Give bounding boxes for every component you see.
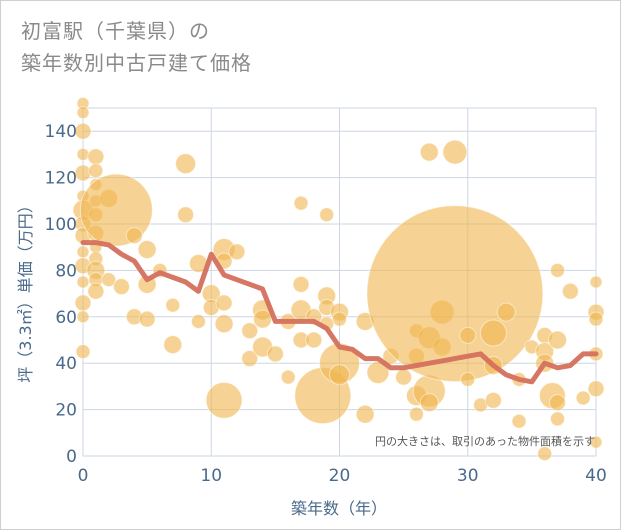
bubble — [588, 311, 604, 327]
bubble — [87, 148, 105, 166]
bubble — [74, 294, 92, 312]
bubble — [537, 446, 553, 462]
bubble — [214, 314, 234, 334]
x-tick-label: 0 — [78, 466, 89, 486]
bubble — [511, 413, 527, 429]
bubble — [479, 319, 507, 347]
y-tick-label: 20 — [55, 401, 77, 421]
bubble — [442, 139, 468, 165]
bubble — [266, 345, 284, 363]
bubble — [177, 206, 195, 224]
bubble — [205, 381, 243, 419]
bubble — [165, 297, 181, 313]
bubble — [75, 344, 91, 360]
bubble — [329, 364, 350, 386]
bubble — [215, 294, 233, 312]
bubble — [241, 350, 259, 368]
y-tick-label: 140 — [45, 122, 77, 142]
bubble — [76, 147, 90, 161]
bubble — [190, 313, 206, 329]
bubble — [589, 435, 603, 449]
bubble — [575, 390, 591, 406]
bubble — [332, 311, 347, 327]
x-tick-label: 40 — [585, 466, 607, 486]
bubble — [74, 122, 92, 140]
bubble — [163, 335, 183, 355]
bubble — [87, 282, 105, 300]
bubble — [101, 272, 117, 288]
bubble — [280, 369, 296, 385]
bubble — [459, 326, 477, 344]
bubble — [76, 245, 90, 259]
bubble — [74, 164, 92, 182]
bubble — [112, 278, 130, 296]
chart-title-line-1: 初富駅（千葉県）の — [21, 19, 210, 43]
bubble — [305, 331, 323, 349]
y-tick-label: 0 — [66, 447, 77, 467]
bubble — [408, 406, 424, 422]
bubble — [76, 275, 90, 289]
bubble-size-note: 円の大きさは、取引のあった物件面積を示す — [375, 434, 595, 448]
y-tick-label: 120 — [45, 169, 77, 189]
bubble — [496, 302, 516, 322]
bubble — [587, 380, 605, 398]
x-tick-labels: 0 10 20 30 40 — [78, 466, 607, 486]
price-trend-line — [80, 240, 599, 385]
bubble — [76, 106, 90, 120]
x-tick-label: 20 — [329, 466, 351, 486]
bubble — [395, 368, 413, 386]
bubble — [355, 404, 375, 424]
x-tick-label: 10 — [200, 466, 222, 486]
y-tick-label: 100 — [45, 215, 77, 235]
bubble — [561, 282, 579, 300]
chart-title: 初富駅（千葉県）の 築年数別中古戸建て価格 — [21, 15, 252, 79]
bubble — [76, 310, 90, 324]
x-axis-label: 築年数（年） — [291, 499, 387, 518]
y-tick-label: 40 — [55, 354, 77, 374]
bubbles — [72, 96, 605, 462]
bubble — [137, 240, 157, 260]
bubble — [366, 205, 544, 383]
y-tick-labels: 0 20 40 60 80 100 120 140 — [45, 122, 77, 467]
bubble — [228, 243, 246, 261]
bubble — [241, 322, 259, 340]
y-axis-label: 坪（3.3㎡）単価（万円） — [16, 197, 35, 382]
bubble — [419, 393, 439, 413]
bubble — [419, 142, 439, 162]
bubble — [253, 309, 273, 329]
bubble — [293, 195, 309, 211]
y-tick-label: 60 — [55, 308, 77, 328]
bubble — [138, 310, 156, 328]
bubble — [125, 227, 143, 245]
chart-title-line-2: 築年数別中古戸建て価格 — [21, 51, 252, 75]
bubble — [88, 163, 104, 179]
y-tick-label: 80 — [55, 261, 77, 281]
bubble — [548, 330, 568, 350]
bubble — [589, 275, 603, 289]
bubble — [460, 371, 476, 387]
bubble — [550, 411, 566, 427]
bubble — [175, 153, 197, 175]
x-tick-label: 30 — [457, 466, 479, 486]
bubble — [319, 207, 335, 223]
bubble — [549, 394, 567, 412]
bubble — [292, 275, 310, 293]
bubble — [550, 262, 566, 278]
bubble — [484, 391, 502, 409]
